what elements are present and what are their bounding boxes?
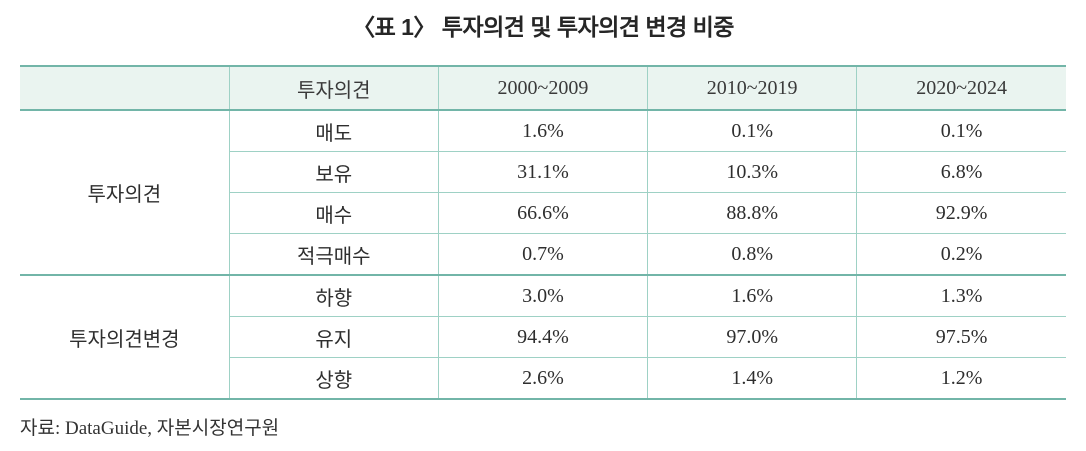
value-cell: 88.8% — [647, 192, 858, 234]
table-row: 투자의견변경 하향 3.0% 1.6% 1.3% — [20, 274, 1066, 400]
value-cell: 1.3% — [856, 274, 1066, 317]
value-cell: 6.8% — [856, 151, 1066, 193]
investment-opinion-table: 투자의견 2000~2009 2010~2019 2020~2024 투자의견 … — [20, 65, 1066, 400]
value-cell: 1.6% — [437, 109, 649, 152]
value-cell: 97.0% — [647, 316, 858, 358]
value-cell: 31.1% — [437, 151, 649, 193]
row-label: 상향 — [228, 357, 439, 400]
row-label: 유지 — [228, 316, 439, 358]
value-cell: 10.3% — [647, 151, 858, 193]
value-cell: 1.2% — [856, 357, 1066, 400]
header-row: 투자의견 2000~2009 2010~2019 2020~2024 — [20, 65, 1066, 111]
header-cell-empty — [20, 65, 230, 111]
row-label: 매수 — [228, 192, 439, 234]
header-cell-period-2: 2010~2019 — [647, 65, 858, 111]
value-cell: 92.9% — [856, 192, 1066, 234]
table-row: 매수 66.6% 88.8% 92.9% — [20, 192, 1066, 234]
group-label-opinion-change: 투자의견변경 — [20, 274, 230, 400]
value-cell: 66.6% — [437, 192, 649, 234]
header-cell-opinion: 투자의견 — [228, 65, 439, 111]
table-row: 상향 2.6% 1.4% 1.2% — [20, 357, 1066, 400]
value-cell: 0.7% — [437, 233, 649, 276]
value-cell: 0.2% — [856, 233, 1066, 276]
row-label: 보유 — [228, 151, 439, 193]
value-cell: 0.1% — [856, 109, 1066, 152]
value-cell: 97.5% — [856, 316, 1066, 358]
table-title: 〈표 1〉 투자의견 및 투자의견 변경 비중 — [352, 14, 734, 40]
value-cell: 3.0% — [437, 274, 649, 317]
table-row: 투자의견 매도 1.6% 0.1% 0.1% — [20, 109, 1066, 276]
row-label: 하향 — [228, 274, 439, 317]
row-label: 매도 — [228, 109, 439, 152]
value-cell: 2.6% — [437, 357, 649, 400]
header-cell-period-3: 2020~2024 — [856, 65, 1066, 111]
value-cell: 1.4% — [647, 357, 858, 400]
table-row: 유지 94.4% 97.0% 97.5% — [20, 316, 1066, 358]
value-cell: 0.1% — [647, 109, 858, 152]
value-cell: 94.4% — [437, 316, 649, 358]
header-cell-period-1: 2000~2009 — [437, 65, 649, 111]
table-row: 보유 31.1% 10.3% 6.8% — [20, 151, 1066, 193]
value-cell: 0.8% — [647, 233, 858, 276]
source-note: 자료: DataGuide, 자본시장연구원 — [20, 418, 280, 439]
value-cell: 1.6% — [647, 274, 858, 317]
row-label: 적극매수 — [228, 233, 439, 276]
group-label-opinion: 투자의견 — [20, 109, 230, 276]
